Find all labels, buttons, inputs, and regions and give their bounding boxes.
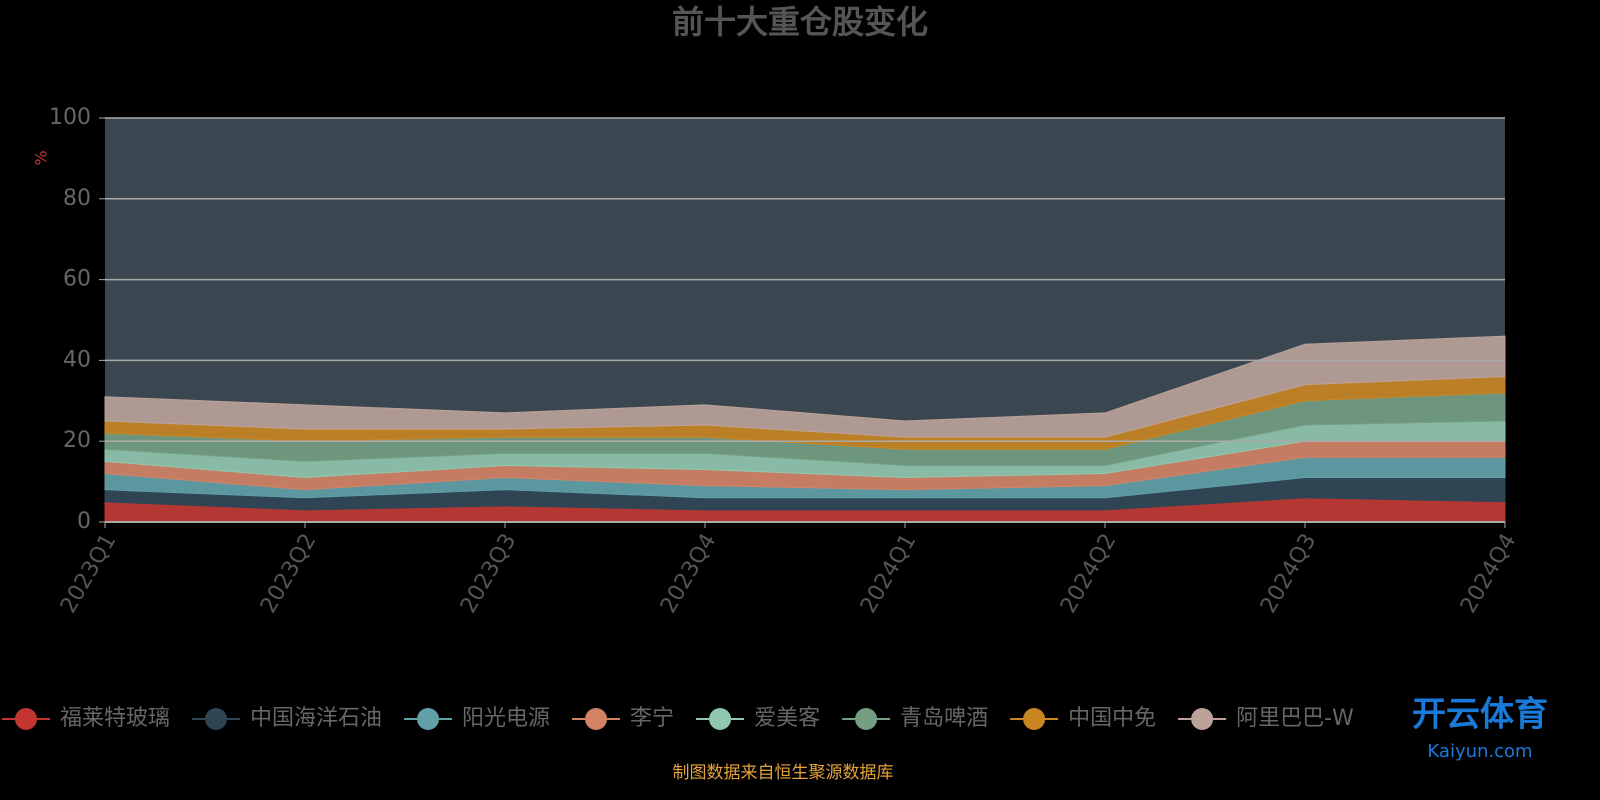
legend-label: 阿里巴巴-W bbox=[1236, 706, 1354, 731]
watermark-brand: 开云体育 bbox=[1412, 695, 1548, 735]
legend-marker bbox=[205, 708, 228, 730]
y-axis-label: % bbox=[32, 150, 51, 165]
chart-title: 前十大重仓股变化 bbox=[672, 3, 928, 41]
legend-label: 中国中免 bbox=[1068, 706, 1156, 731]
x-tick-label: 2023Q1 bbox=[56, 530, 121, 618]
watermark-site: Kaiyun.com bbox=[1427, 741, 1532, 762]
x-tick-label: 2023Q3 bbox=[456, 530, 521, 618]
x-tick-label: 2023Q4 bbox=[656, 530, 721, 618]
legend-label: 青岛啤酒 bbox=[900, 706, 988, 731]
y-tick-label: 60 bbox=[63, 267, 91, 292]
legend-label: 福莱特玻璃 bbox=[60, 706, 170, 731]
legend-label: 中国海洋石油 bbox=[250, 706, 382, 731]
x-tick-label: 2024Q3 bbox=[1256, 530, 1321, 618]
legend-label: 爱美客 bbox=[754, 706, 820, 731]
legend-marker bbox=[1023, 708, 1046, 730]
x-tick-label: 2023Q2 bbox=[256, 530, 321, 618]
x-tick-label: 2024Q4 bbox=[1456, 530, 1521, 618]
legend-label: 李宁 bbox=[630, 706, 674, 731]
legend-marker bbox=[417, 708, 440, 730]
x-tick-label: 2024Q1 bbox=[856, 530, 921, 618]
source-note: 制图数据来自恒生聚源数据库 bbox=[673, 763, 894, 783]
y-tick-label: 40 bbox=[63, 347, 91, 372]
legend-marker bbox=[709, 708, 732, 730]
legend-label: 阳光电源 bbox=[462, 706, 550, 731]
y-tick-label: 20 bbox=[63, 428, 91, 453]
y-tick-label: 0 bbox=[77, 509, 91, 534]
x-tick-label: 2024Q2 bbox=[1056, 530, 1121, 618]
legend-marker bbox=[15, 708, 37, 730]
y-tick-label: 80 bbox=[63, 186, 91, 211]
legend-marker bbox=[585, 708, 608, 730]
legend-marker bbox=[1191, 708, 1214, 730]
legend-marker bbox=[855, 708, 878, 730]
area bbox=[104, 335, 1506, 438]
y-tick-label: 100 bbox=[49, 105, 91, 130]
